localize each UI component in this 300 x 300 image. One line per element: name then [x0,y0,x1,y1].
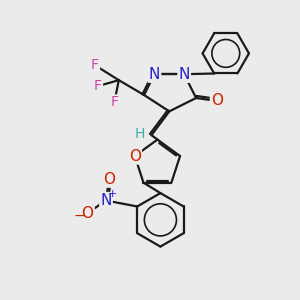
Text: F: F [91,58,99,72]
Text: O: O [82,206,94,220]
Text: H: H [135,127,146,141]
Text: −: − [74,209,85,223]
Text: O: O [211,94,223,109]
Text: F: F [110,95,118,110]
Text: F: F [94,79,102,93]
Text: O: O [129,148,141,164]
Text: N: N [178,67,190,82]
Text: +: + [108,189,117,199]
Text: N: N [149,67,160,82]
Text: O: O [103,172,115,187]
Text: N: N [100,193,112,208]
